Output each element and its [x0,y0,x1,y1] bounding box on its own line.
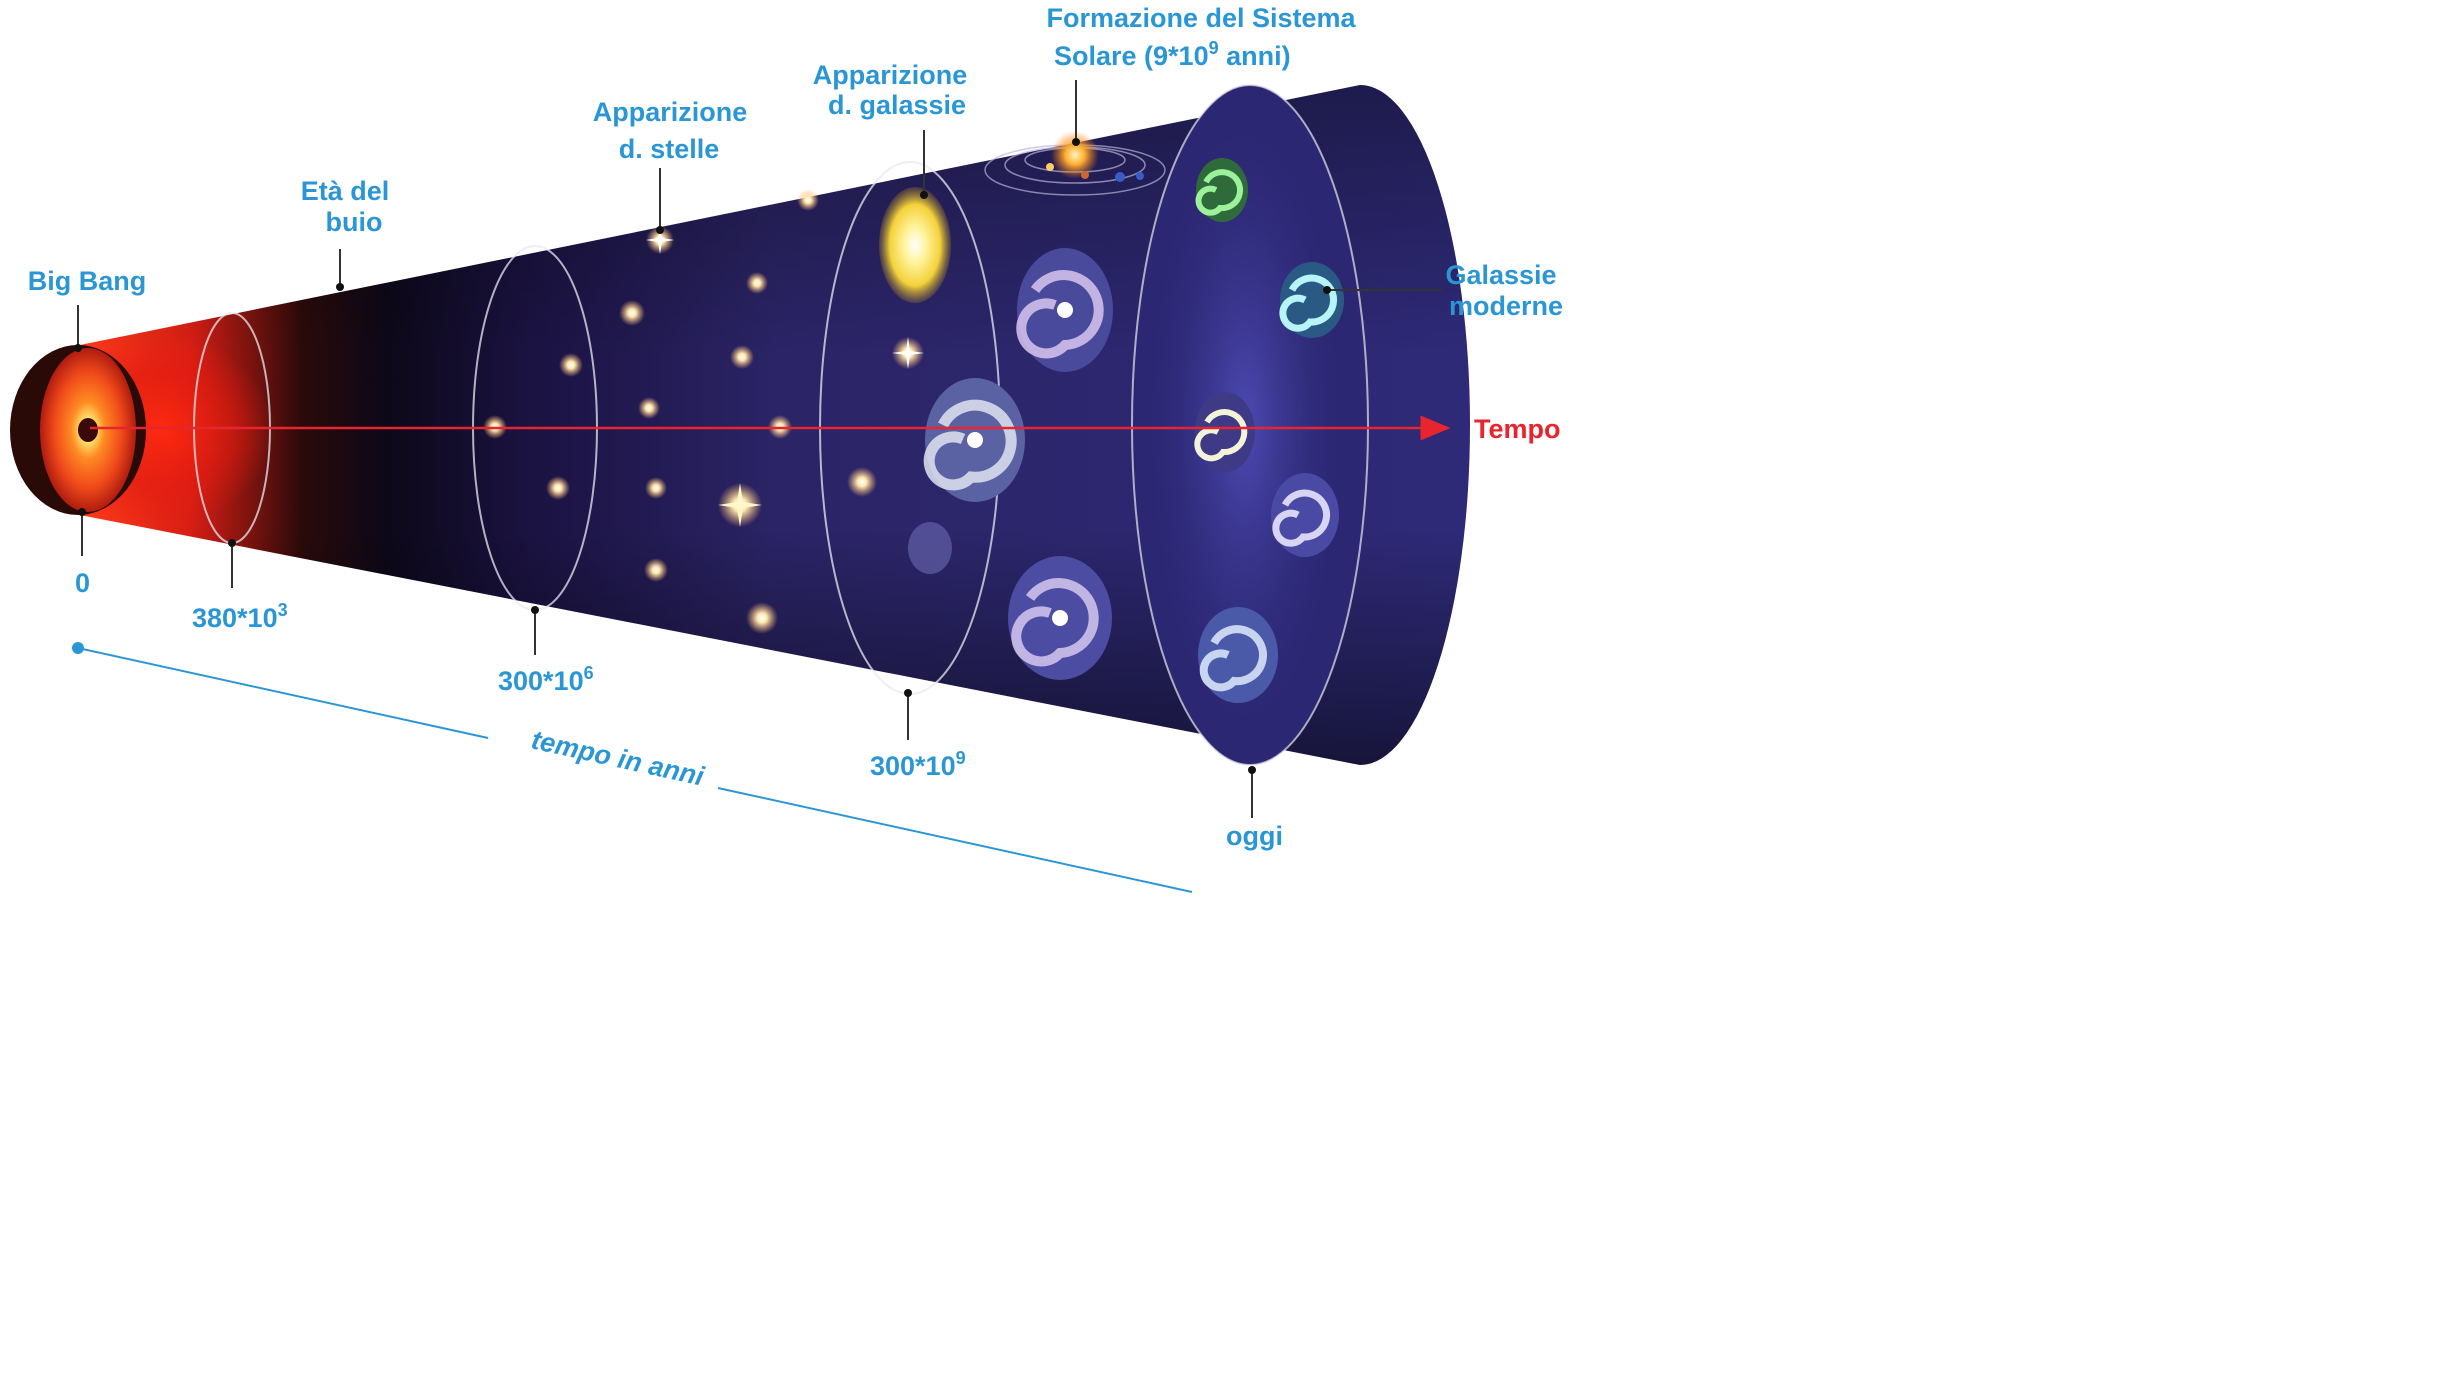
yellow-galaxy-icon [879,187,951,303]
star-icon [892,337,924,369]
white-spiral-galaxy-icon [1194,392,1255,472]
star-icon [619,300,645,326]
label-stelle-line1: Apparizione [593,97,748,127]
label-sistema-line2: Solare (9*109 anni) [1054,38,1291,71]
label-big-bang: Big Bang [28,266,147,296]
spiral-galaxy-icon [923,378,1025,502]
label-galassie-line2: d. galassie [828,90,966,120]
star-icon [730,345,754,369]
ring-today [1131,84,1369,766]
spiral-galaxy-icon [1008,556,1112,680]
star-icon [746,272,768,294]
star-icon [718,483,762,527]
star-icon [644,558,668,582]
spiral-galaxy-icon [1271,473,1339,557]
tick-label-380k: 380*103 [192,600,288,633]
tick-label-oggi: oggi [1226,821,1283,851]
star-icon [645,477,667,499]
cyan-galaxy-icon [1279,262,1344,338]
star-icon [847,467,877,497]
tick-label-0: 0 [75,568,90,598]
label-eta-buio-line1: Età del [301,176,390,206]
leader-dots [74,138,1331,774]
solar-system-icon [984,131,1166,196]
star-icon [638,397,660,419]
sun-icon [1051,131,1099,179]
leader-lines [77,80,1442,818]
galaxies-group [879,158,1344,703]
tick-label-300b: 300*109 [870,748,966,781]
time-axis-line [72,642,1193,893]
label-galassie-line1: Apparizione [813,60,968,90]
green-galaxy-icon [1195,158,1248,222]
tick-label-300m: 300*106 [498,663,594,696]
faint-galaxy-icon [908,522,952,574]
label-moderne-line1: Galassie [1445,260,1556,290]
star-icon [797,189,819,211]
spiral-galaxy-icon [1198,607,1278,703]
big-bang-sphere [10,345,146,515]
axis-title-tempo-in-anni: tempo in anni [529,725,707,792]
stars-group [483,189,924,634]
label-sistema-line1: Formazione del Sistema [1046,3,1356,33]
label-moderne-line2: moderne [1449,291,1563,321]
star-icon [559,353,583,377]
star-icon [546,476,570,500]
star-icon [646,226,674,254]
star-icon [746,602,778,634]
label-tempo: Tempo [1474,414,1561,444]
label-eta-buio-line2: buio [326,207,383,237]
spiral-galaxy-icon [1016,248,1113,372]
label-stelle-line2: d. stelle [619,134,720,164]
